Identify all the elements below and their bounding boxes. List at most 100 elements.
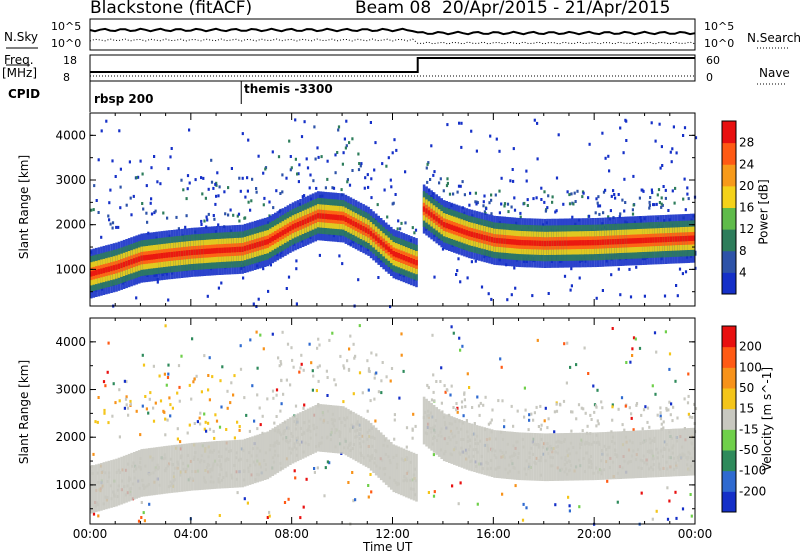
band-cell (445, 414, 448, 462)
band-cell (299, 412, 302, 460)
band-cell (400, 254, 403, 260)
data-cell (536, 157, 539, 161)
data-cell (491, 408, 494, 412)
data-cell (193, 422, 196, 425)
band-cell (327, 214, 330, 220)
data-cell (457, 184, 461, 188)
band-cell (321, 404, 325, 452)
data-cell (555, 209, 558, 213)
data-cell (595, 197, 598, 201)
data-cell (369, 121, 372, 124)
data-cell (533, 118, 536, 122)
band-cell (208, 441, 212, 490)
band-cell (135, 257, 138, 263)
data-cell (288, 139, 291, 143)
data-cell (207, 187, 210, 191)
band-cell (163, 252, 166, 259)
colorbar-swatch (722, 470, 736, 492)
data-cell (686, 401, 690, 405)
date-range-title: 20/Apr/2015 - 21/Apr/2015 (442, 0, 671, 18)
data-cell (596, 388, 599, 392)
band-cell (624, 238, 627, 244)
data-cell (166, 216, 169, 220)
data-cell (312, 374, 315, 378)
data-cell (367, 367, 371, 371)
band-cell (269, 237, 272, 243)
data-cell (547, 417, 550, 421)
band-cell (306, 408, 310, 457)
data-cell (318, 253, 321, 257)
data-cell (598, 204, 602, 208)
data-cell (638, 346, 642, 350)
data-cell (247, 200, 250, 204)
data-cell (294, 476, 297, 480)
data-cell (490, 198, 493, 202)
data-cell (208, 427, 212, 431)
data-cell (156, 280, 159, 284)
data-cell (652, 203, 655, 207)
data-cell (305, 157, 308, 161)
data-cell (135, 296, 138, 300)
band-cell (274, 234, 277, 240)
data-cell (607, 154, 610, 158)
data-cell (357, 152, 360, 156)
data-cell (97, 514, 100, 518)
data-cell (547, 292, 550, 295)
data-cell (373, 376, 376, 380)
band-cell (488, 428, 491, 477)
data-cell (665, 406, 668, 410)
band-cell (480, 234, 484, 240)
data-cell (251, 177, 254, 181)
data-cell (207, 421, 210, 425)
band-cell (309, 216, 312, 222)
data-cell (654, 139, 657, 143)
band-cell (155, 253, 159, 259)
data-cell (660, 145, 663, 149)
data-cell (659, 166, 662, 170)
band-cell (183, 250, 186, 256)
band-cell (543, 433, 547, 482)
band-cell (626, 430, 630, 479)
data-cell (646, 420, 649, 424)
data-cell (302, 368, 305, 372)
data-cell (601, 406, 604, 410)
data-cell (326, 394, 329, 397)
data-cell (205, 215, 208, 219)
data-cell (135, 409, 138, 413)
band-cell (251, 243, 254, 249)
data-cell (432, 373, 435, 377)
data-cell (150, 197, 153, 201)
data-cell (123, 406, 126, 410)
data-cell (537, 425, 540, 428)
band-cell (206, 441, 209, 490)
data-cell (186, 187, 189, 191)
data-cell (432, 494, 436, 498)
data-cell (308, 342, 311, 346)
data-cell (683, 397, 686, 401)
data-cell (119, 185, 122, 189)
data-cell (320, 155, 323, 159)
band-cell (246, 438, 249, 486)
data-cell (328, 338, 331, 342)
data-cell (103, 408, 106, 412)
data-cell (527, 428, 530, 432)
band-cell (261, 240, 264, 246)
data-cell (176, 391, 179, 395)
band-cell (566, 240, 569, 246)
band-cell (581, 240, 585, 246)
data-cell (592, 384, 595, 388)
data-cell (168, 396, 171, 400)
data-cell (255, 187, 258, 190)
data-cell (275, 189, 278, 193)
band-cell (596, 239, 600, 246)
data-cell (665, 408, 668, 412)
data-cell (256, 393, 259, 397)
band-cell (516, 239, 519, 246)
data-cell (404, 221, 407, 225)
data-cell (684, 270, 688, 274)
band-cell (458, 419, 461, 467)
band-cell (442, 222, 446, 228)
data-cell (495, 137, 498, 141)
band-cell (190, 442, 194, 491)
colorbar-swatch (722, 450, 736, 472)
